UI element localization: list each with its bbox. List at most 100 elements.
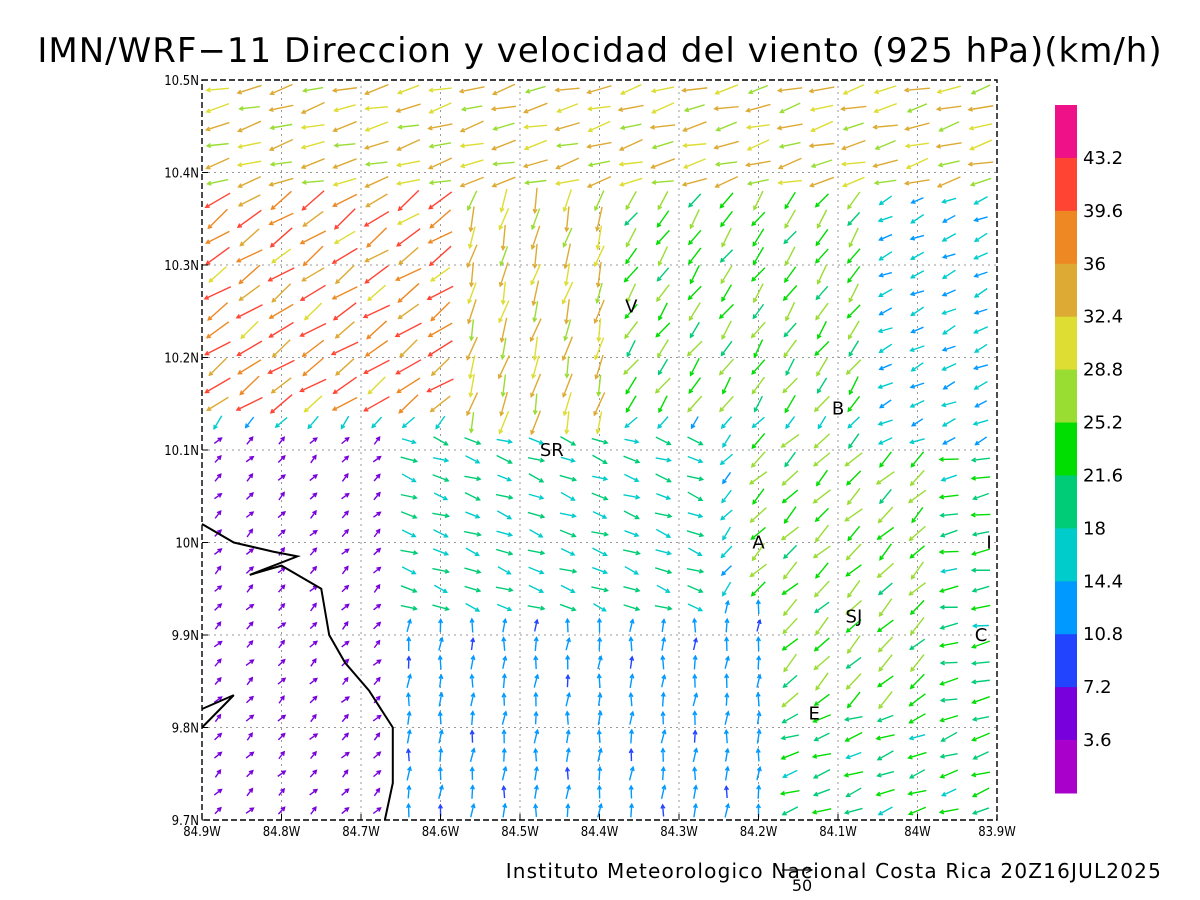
wind-vector (564, 299, 570, 325)
wind-vector (595, 411, 603, 435)
wind-vector (592, 475, 609, 482)
wind-vector (433, 529, 449, 538)
wind-vector (432, 474, 450, 482)
wind-vector (779, 789, 800, 796)
wind-vector (426, 378, 454, 393)
wind-vector (464, 585, 482, 593)
wind-vector (843, 716, 863, 722)
wind-vector (628, 784, 634, 799)
wind-vector (941, 363, 957, 371)
x-tick-label: 84.3W (660, 825, 698, 840)
wind-vector (973, 364, 988, 371)
wind-vector (597, 692, 603, 706)
wind-vector (846, 635, 861, 655)
wind-vector (907, 806, 927, 816)
wind-vector (660, 766, 666, 781)
wind-vector (268, 138, 294, 151)
wind-vector (309, 640, 318, 648)
wind-vector (692, 747, 699, 763)
wind-vector (813, 601, 830, 614)
wind-vector (245, 603, 255, 611)
wind-vector (813, 452, 831, 467)
wind-vector (628, 636, 634, 652)
x-tick-label: 83.9W (978, 825, 1016, 840)
wind-vector (654, 377, 671, 394)
wind-vector (333, 142, 356, 148)
wind-vector (724, 765, 730, 781)
wind-vector (810, 120, 834, 133)
wind-vector (565, 691, 572, 707)
wind-vector (246, 436, 254, 445)
wind-vector (468, 373, 475, 398)
wind-vector (808, 142, 835, 149)
wind-vector (470, 692, 476, 707)
wind-vector (876, 562, 895, 579)
wind-vector (872, 124, 898, 130)
wind-vector (781, 638, 799, 651)
wind-vector (812, 788, 831, 797)
wind-vector (618, 177, 643, 187)
wind-vector (909, 290, 925, 297)
wind-vector (687, 436, 704, 446)
wind-vector (713, 140, 739, 150)
wind-vector (724, 655, 730, 669)
wind-vector (373, 769, 382, 778)
wind-vector (235, 304, 263, 319)
wind-vector (373, 676, 381, 686)
wind-vector (554, 122, 580, 132)
wind-vector (214, 751, 223, 759)
wind-vector (206, 178, 229, 186)
wind-vector (907, 789, 927, 796)
wind-vector (687, 285, 702, 301)
wind-vector (502, 617, 508, 633)
wind-vector (373, 566, 382, 574)
wind-vector (718, 358, 735, 376)
wind-vector (752, 246, 765, 266)
wind-vector (973, 271, 988, 278)
wind-vector (755, 599, 761, 615)
wind-vector (692, 617, 698, 633)
wind-vector (756, 618, 762, 632)
wind-vector (626, 283, 637, 304)
wind-vector (878, 363, 892, 371)
wind-vector (688, 193, 702, 208)
wind-vector (970, 457, 991, 463)
wind-vector (428, 245, 452, 267)
wind-vector (909, 345, 925, 352)
wind-vector (879, 543, 892, 561)
wind-vector (245, 455, 255, 463)
wind-vector (812, 769, 831, 779)
wind-vector (213, 548, 223, 556)
wind-vector (752, 303, 765, 320)
wind-vector (364, 83, 389, 96)
wind-vector (299, 230, 327, 245)
wind-vector (330, 341, 359, 356)
wind-vector (971, 531, 990, 537)
wind-vector (401, 473, 417, 483)
wind-vector (939, 622, 959, 630)
wind-vector (533, 636, 539, 652)
wind-vector (560, 491, 576, 501)
wind-vector (844, 452, 863, 467)
wind-vector (562, 373, 573, 398)
wind-vector (373, 732, 381, 741)
wind-vector (720, 509, 733, 521)
wind-vector (974, 436, 988, 446)
wind-vector (491, 176, 516, 188)
wind-vector (213, 696, 223, 703)
wind-vector (527, 511, 546, 519)
wind-vector (372, 714, 382, 722)
wind-vector (277, 455, 286, 463)
wind-vector (496, 603, 513, 612)
colorbar-segment (1055, 581, 1077, 635)
wind-vector (844, 508, 863, 522)
wind-vector (497, 355, 510, 380)
wind-vector (628, 765, 635, 781)
wind-vector (654, 604, 673, 611)
wind-vector (783, 653, 798, 673)
wind-vector (813, 395, 830, 413)
wind-vector (335, 358, 355, 376)
wind-vector (909, 599, 925, 616)
y-tick-label: 9.8N (172, 722, 199, 737)
wind-vector (530, 373, 542, 399)
